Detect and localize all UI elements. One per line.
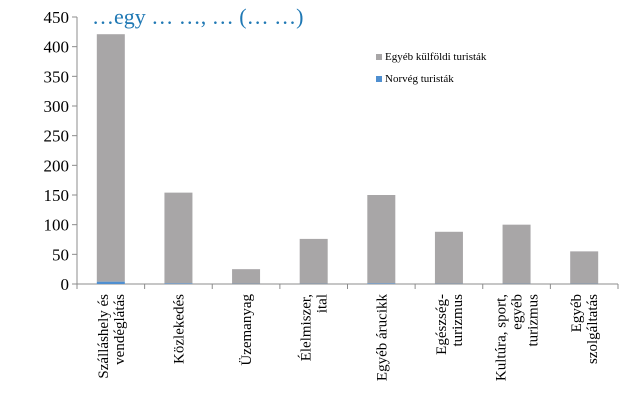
x-tick-label-text: Kultúra, sport,egyébturizmus: [494, 294, 542, 381]
x-tick-label-line: vendéglátás: [112, 294, 128, 365]
bar: [503, 225, 531, 284]
y-tick-label: 350: [44, 67, 70, 86]
x-tick-label-line: Közlekedés: [171, 294, 187, 364]
plot-area: 0 50 100 150 200 250 300 350 400 450 Szálláshely é…: [44, 8, 619, 381]
y-tick-label: 0: [61, 275, 70, 294]
bar: [232, 269, 260, 284]
bar: [97, 34, 125, 281]
x-tick-label-line: Szálláshely és: [96, 294, 112, 379]
x-tick-label-text: Üzemanyag: [238, 294, 255, 366]
x-tick-label-text: Közlekedés: [171, 294, 187, 364]
y-tick-label: 400: [44, 38, 70, 57]
x-tick-label-line: egyéb: [510, 294, 526, 330]
bar: [435, 232, 463, 284]
x-tick-label-line: turizmus: [450, 294, 466, 347]
x-tick-label: Élelmiszer,ital: [298, 294, 331, 361]
x-tick-label-line: turizmus: [526, 294, 542, 347]
x-tick-label-text: Élelmiszer,ital: [298, 294, 331, 361]
x-tick-label-line: Élelmiszer,: [298, 294, 315, 361]
bar: [367, 283, 395, 284]
x-tick-label-line: Egészség-: [434, 294, 450, 355]
x-tick-label: Üzemanyag: [238, 294, 255, 366]
legend-swatch: [376, 54, 382, 60]
bar: [570, 251, 598, 283]
legend: Egyéb külföldi turisták Norvég turisták: [376, 51, 487, 85]
x-tick-label: Egyébszolgáltatás: [569, 294, 601, 364]
legend-swatch: [376, 76, 382, 82]
bar: [97, 282, 125, 284]
y-tick-label: 200: [44, 156, 70, 175]
legend-label: Norvég turisták: [385, 73, 454, 85]
x-tick-label-line: Egyéb árucikk: [374, 294, 390, 382]
y-tick-label: 450: [44, 8, 70, 27]
x-tick-label-line: ital: [315, 294, 331, 313]
x-tick-label-text: Egyébszolgáltatás: [569, 294, 601, 364]
x-tick-label-line: Kultúra, sport,: [494, 294, 510, 381]
y-tick-label: 100: [44, 216, 70, 235]
x-tick-label: Egészség-turizmus: [434, 294, 466, 355]
chart-title: …egy … …, … (… …): [92, 4, 303, 29]
bar: [367, 195, 395, 283]
x-tick-label-text: Szálláshely ésvendéglátás: [96, 294, 128, 379]
y-tick-label: 150: [44, 186, 70, 205]
bar: [164, 283, 192, 284]
x-tick-label-text: Egészség-turizmus: [434, 294, 466, 355]
bar: [164, 193, 192, 284]
x-tick-label: Közlekedés: [171, 294, 187, 364]
bar: [300, 239, 328, 284]
x-tick-label: Egyéb árucikk: [374, 294, 390, 382]
y-tick-label: 250: [44, 127, 70, 146]
x-tick-label-line: Üzemanyag: [238, 294, 255, 366]
x-tick-label-line: Egyéb: [569, 294, 585, 332]
y-tick-label: 300: [44, 97, 70, 116]
legend-label: Egyéb külföldi turisták: [385, 51, 487, 63]
x-tick-label-line: szolgáltatás: [585, 294, 601, 364]
x-tick-label: Kultúra, sport,egyébturizmus: [494, 294, 542, 381]
y-tick-label: 50: [52, 245, 69, 264]
x-tick-label-text: Egyéb árucikk: [374, 294, 390, 382]
x-tick-label: Szálláshely ésvendéglátás: [96, 294, 128, 379]
